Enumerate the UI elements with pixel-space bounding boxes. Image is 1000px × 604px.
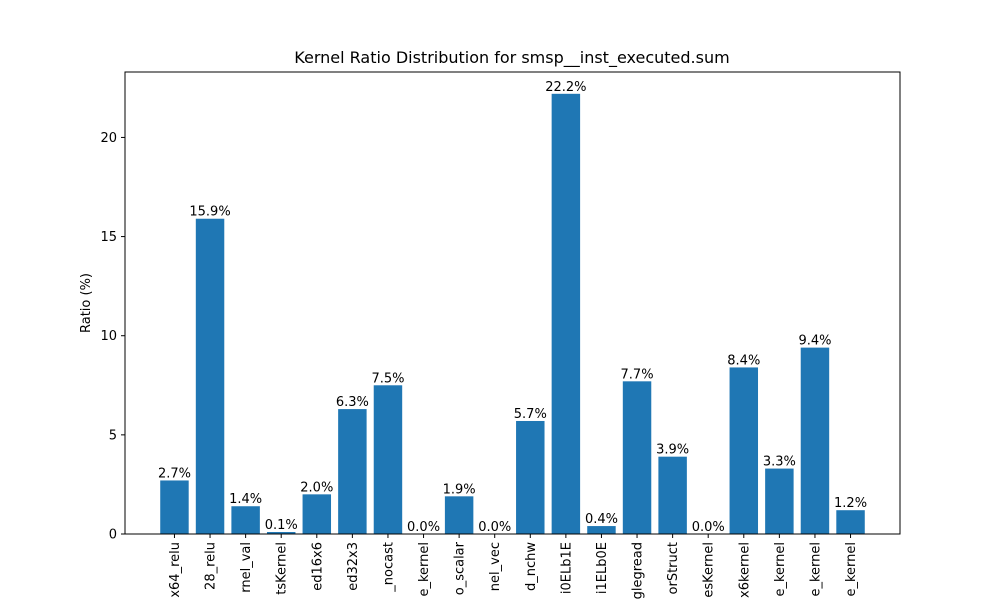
data-label: 22.2% bbox=[545, 80, 586, 95]
chart-title: Kernel Ratio Distribution for smsp__inst… bbox=[294, 48, 729, 68]
y-axis-label: Ratio (%) bbox=[79, 273, 94, 333]
bar bbox=[622, 381, 652, 534]
y-tick-label: 10 bbox=[100, 329, 117, 344]
x-tick-label: o_scalar bbox=[453, 541, 468, 595]
bar bbox=[551, 93, 581, 534]
x-tick-label: glegread bbox=[631, 542, 646, 599]
x-tick-label: nel_vec bbox=[488, 542, 503, 591]
bar bbox=[658, 456, 687, 534]
data-label: 0.0% bbox=[407, 520, 440, 535]
data-label: 0.0% bbox=[692, 520, 725, 535]
bar bbox=[373, 385, 403, 534]
data-label: 5.7% bbox=[514, 407, 547, 422]
bar bbox=[800, 347, 830, 534]
x-tick-label: orStruct bbox=[666, 542, 681, 594]
bar bbox=[765, 468, 794, 534]
y-tick-label: 20 bbox=[100, 131, 117, 146]
bar bbox=[587, 526, 616, 534]
bar bbox=[302, 494, 332, 534]
x-tick-label: e_kernel bbox=[808, 542, 823, 597]
data-label: 3.9% bbox=[656, 443, 689, 458]
data-label: 2.7% bbox=[158, 466, 191, 481]
x-tick-label: 28_relu bbox=[204, 542, 219, 590]
bar bbox=[338, 409, 367, 534]
data-label: 7.7% bbox=[621, 367, 654, 382]
bar bbox=[836, 510, 865, 534]
x-tick-label: tsKernel bbox=[275, 542, 290, 595]
axes-frame bbox=[124, 71, 901, 535]
bar bbox=[729, 367, 759, 534]
y-tick-label: 15 bbox=[100, 230, 117, 245]
data-label: 1.2% bbox=[834, 496, 867, 511]
x-tick-label: _nocast bbox=[381, 542, 396, 593]
data-label: 2.0% bbox=[300, 480, 333, 495]
x-tick-label: e_kernel bbox=[773, 542, 788, 597]
data-label: 6.3% bbox=[336, 395, 369, 410]
data-label: 7.5% bbox=[371, 371, 404, 386]
y-tick-label: 5 bbox=[109, 428, 117, 443]
x-tick-label: ed16x6 bbox=[310, 542, 325, 591]
x-tick-label: e_kernel bbox=[417, 542, 432, 597]
y-tick-label: 0 bbox=[109, 528, 117, 543]
data-label: 1.9% bbox=[443, 482, 476, 497]
x-tick-label: x6kernel bbox=[737, 542, 752, 598]
plot-area: 2.7% 15.9% 1.4%0.1% 2.0% 6.3%7.5% 0.0% 1.9% 0.0… bbox=[100, 71, 901, 599]
bar bbox=[231, 506, 260, 534]
bar bbox=[444, 496, 474, 534]
x-tick-label: e_kernel bbox=[844, 542, 859, 597]
x-tick-label: x64_relu bbox=[168, 542, 183, 598]
x-tick-label: i0ELb1E bbox=[559, 542, 574, 594]
x-tick-label: d_nchw bbox=[524, 542, 539, 591]
x-tick-label: rnel_val bbox=[239, 542, 254, 593]
bar bbox=[266, 532, 296, 534]
x-tick-label: i1ELb0E bbox=[595, 542, 610, 594]
data-label: 9.4% bbox=[798, 334, 831, 349]
data-label: 0.1% bbox=[265, 518, 298, 533]
x-tick-label: esKernel bbox=[702, 542, 717, 598]
data-label: 0.0% bbox=[478, 520, 511, 535]
data-label: 1.4% bbox=[229, 492, 262, 507]
bar bbox=[516, 420, 545, 534]
data-label: 0.4% bbox=[585, 512, 618, 527]
bar bbox=[195, 218, 225, 534]
x-tick-label: ed32x3 bbox=[346, 542, 361, 591]
bar bbox=[160, 480, 189, 534]
data-label: 8.4% bbox=[727, 353, 760, 368]
data-label: 15.9% bbox=[189, 205, 230, 220]
data-label: 3.3% bbox=[763, 455, 796, 470]
